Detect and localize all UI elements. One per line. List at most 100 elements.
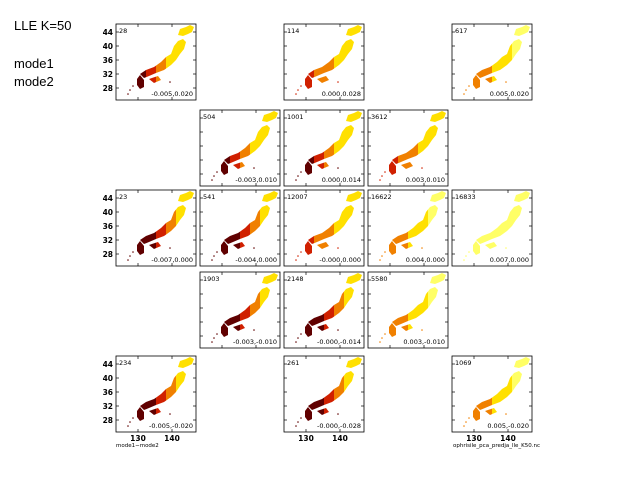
japan-map xyxy=(211,191,278,261)
region-shape xyxy=(137,407,144,421)
region-shape xyxy=(492,57,502,73)
region-shape xyxy=(137,241,144,255)
y-tick-label: 32 xyxy=(103,70,113,79)
island-dot xyxy=(384,171,386,173)
region-shape xyxy=(308,236,314,244)
region-shape xyxy=(324,162,329,169)
region-shape xyxy=(346,273,362,284)
island-dot xyxy=(253,329,255,331)
y-tick-label: 28 xyxy=(103,416,113,425)
region-shape xyxy=(512,39,522,60)
region-shape xyxy=(240,324,245,331)
region-shape xyxy=(149,76,156,83)
region-shape xyxy=(492,76,497,83)
region-shape xyxy=(502,375,512,401)
region-shape xyxy=(240,242,245,249)
region-shape xyxy=(178,25,194,36)
island-dot xyxy=(295,259,297,261)
region-shape xyxy=(317,162,324,169)
panel-count-label: 5580 xyxy=(371,275,388,283)
region-shape xyxy=(476,236,482,244)
region-shape xyxy=(324,143,334,159)
island-dot xyxy=(129,421,131,423)
region-shape xyxy=(224,236,230,244)
region-shape xyxy=(221,323,228,337)
island-dot xyxy=(468,251,470,253)
region-shape xyxy=(314,231,324,244)
island-dot xyxy=(337,329,339,331)
region-shape xyxy=(492,389,502,405)
japan-map xyxy=(295,25,362,95)
y-tick-label: 40 xyxy=(103,374,113,383)
region-shape xyxy=(492,223,502,239)
region-shape xyxy=(344,371,354,392)
region-shape xyxy=(324,223,334,239)
panel-frame xyxy=(283,109,365,187)
region-shape xyxy=(146,231,156,244)
island-dot xyxy=(505,413,507,415)
region-shape xyxy=(401,324,408,331)
map-panel: 541 -0.004,0.000 xyxy=(199,189,281,267)
island-dot xyxy=(211,259,213,261)
region-shape xyxy=(346,357,362,368)
region-shape xyxy=(346,25,362,36)
region-shape xyxy=(230,231,240,244)
map-panel: 5580 0.003,-0.010 xyxy=(367,271,449,349)
x-tick-label: 140 xyxy=(500,434,516,443)
region-shape xyxy=(344,125,354,146)
island-dot xyxy=(463,93,465,95)
japan-map xyxy=(295,273,362,343)
panel-coords-label: -0.003,-0.010 xyxy=(233,338,277,346)
island-dot xyxy=(297,89,299,91)
panel-coords-label: 0.007,0.000 xyxy=(490,256,529,264)
panel-coords-label: -0.000,-0.014 xyxy=(317,338,361,346)
region-shape xyxy=(250,291,260,317)
region-shape xyxy=(401,242,408,249)
island-dot xyxy=(384,333,386,335)
map-panel: 1069 0.005,-0.020 130 140 xyxy=(451,355,533,443)
region-shape xyxy=(418,291,428,317)
island-dot xyxy=(295,341,297,343)
y-tick-label: 36 xyxy=(103,222,113,231)
japan-map xyxy=(295,191,362,261)
region-shape xyxy=(314,65,324,78)
island-dot xyxy=(463,425,465,427)
island-dot xyxy=(169,81,171,83)
x-tick-label: 130 xyxy=(466,434,482,443)
panel-coords-label: -0.005,-0.020 xyxy=(149,422,193,430)
region-shape xyxy=(240,162,245,169)
island-dot xyxy=(463,259,465,261)
region-shape xyxy=(430,111,446,122)
region-shape xyxy=(233,324,240,331)
island-dot xyxy=(213,337,215,339)
region-shape xyxy=(324,389,334,405)
region-shape xyxy=(240,305,250,321)
panel-frame xyxy=(451,355,533,433)
island-dot xyxy=(300,171,302,173)
region-shape xyxy=(178,357,194,368)
island-dot xyxy=(295,93,297,95)
region-shape xyxy=(317,408,324,415)
region-shape xyxy=(514,191,530,202)
island-dot xyxy=(297,421,299,423)
region-shape xyxy=(408,324,413,331)
map-panel: 234 -0.005,-0.020 44 40 36 32 28 130 140 xyxy=(103,355,197,443)
island-dot xyxy=(297,255,299,257)
panel-count-label: 16622 xyxy=(371,193,392,201)
footer-left-label: mode1−mode2 xyxy=(116,443,159,449)
panel-frame xyxy=(283,271,365,349)
island-dot xyxy=(421,247,423,249)
island-dot xyxy=(505,81,507,83)
map-panel: 114 0.000,0.028 xyxy=(283,23,365,101)
island-dot xyxy=(379,259,381,261)
panel-count-label: 23 xyxy=(119,193,127,201)
region-shape xyxy=(166,375,176,401)
panel-count-label: 28 xyxy=(119,27,127,35)
region-shape xyxy=(156,389,166,405)
panel-coords-label: -0.003,0.010 xyxy=(235,176,277,184)
region-shape xyxy=(346,191,362,202)
region-shape xyxy=(224,318,230,326)
mode2-label: mode2 xyxy=(14,74,54,89)
island-dot xyxy=(216,171,218,173)
